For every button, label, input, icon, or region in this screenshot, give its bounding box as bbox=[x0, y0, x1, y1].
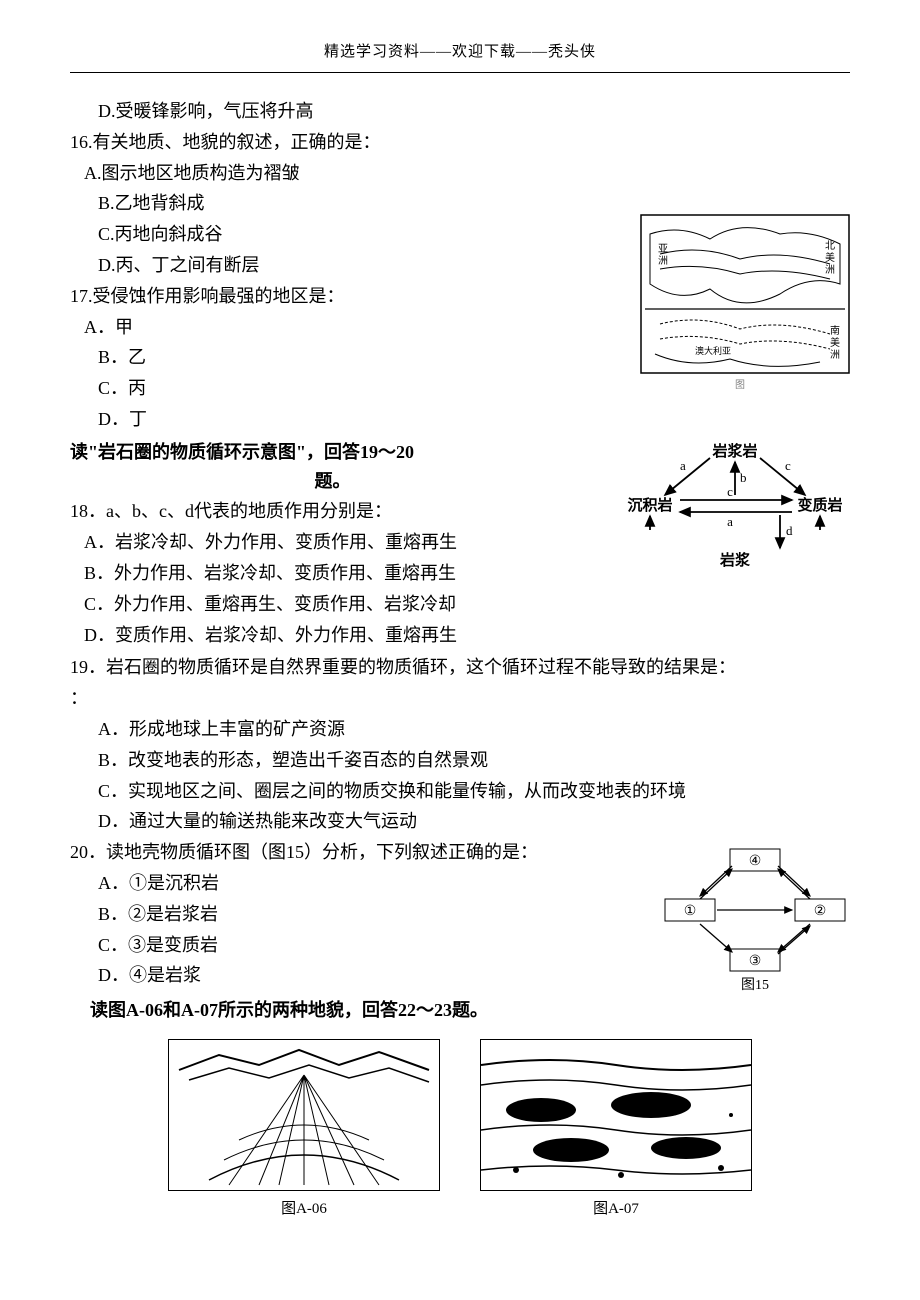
q18-opt-d: D．变质作用、岩浆冷却、外力作用、重熔再生 bbox=[84, 621, 850, 650]
q16-stem: 16.有关地质、地貌的叙述，正确的是： bbox=[70, 128, 850, 157]
q17-opt-d: D．丁 bbox=[98, 405, 850, 434]
fig15-box4: ④ bbox=[749, 854, 762, 869]
q16-opt-a: A.图示地区地质构造为褶皱 bbox=[84, 159, 850, 188]
node-right: 变质岩 bbox=[797, 496, 842, 514]
q19-colon: ： bbox=[70, 684, 850, 713]
svg-text:美: 美 bbox=[825, 251, 835, 264]
svg-text:洲: 洲 bbox=[658, 255, 668, 267]
instr-rock-left: 读"岩石圈的物质循环示意图"，回答19～20 bbox=[70, 442, 414, 462]
instr-landform: 读图A-06和A-07所示的两种地貌，回答22～23题。 bbox=[90, 996, 850, 1025]
q19-opt-d: D．通过大量的输送热能来改变大气运动 bbox=[98, 807, 850, 836]
q19-opt-c: C．实现地区之间、圈层之间的物质交换和能量传输，从而改变地表的环境 bbox=[98, 777, 850, 806]
svg-text:图: 图 bbox=[735, 379, 745, 391]
q19-opt-a: A．形成地球上丰富的矿产资源 bbox=[98, 715, 850, 744]
q15-opt-d: D.受暖锋影响，气压将升高 bbox=[98, 97, 850, 126]
svg-text:美: 美 bbox=[830, 336, 840, 349]
page-header: 精选学习资料——欢迎下载——秃头侠 bbox=[70, 40, 850, 64]
q18-opt-c: C．外力作用、重熔再生、变质作用、岩浆冷却 bbox=[84, 590, 850, 619]
svg-text:澳大利亚: 澳大利亚 bbox=[695, 345, 731, 356]
node-left: 沉积岩 bbox=[627, 496, 672, 514]
instr-rock-right: 题。 bbox=[315, 471, 351, 491]
svg-text:亚: 亚 bbox=[658, 244, 668, 255]
landform-a07-image bbox=[480, 1039, 752, 1191]
node-bottom: 岩浆 bbox=[719, 551, 751, 569]
ocean-map-image: 亚 洲 北 美 洲 南 美 洲 澳大利亚 图 bbox=[640, 214, 850, 403]
lbl-c2: c bbox=[727, 484, 733, 499]
landform-figures: 图A-06 图A-07 bbox=[70, 1039, 850, 1221]
fig15-box2: ② bbox=[814, 904, 827, 919]
svg-text:南: 南 bbox=[830, 324, 840, 337]
rock-cycle-diagram: 岩浆岩 沉积岩 变质岩 岩浆 a c b c a d bbox=[620, 440, 850, 579]
fig15-diagram: ④ ① ② ③ 图15 bbox=[650, 844, 850, 974]
lbl-b: b bbox=[740, 470, 747, 485]
svg-text:洲: 洲 bbox=[830, 349, 840, 361]
svg-text:洲: 洲 bbox=[825, 264, 835, 276]
landform-a06-image bbox=[168, 1039, 440, 1191]
landform-a06-caption: 图A-06 bbox=[168, 1197, 440, 1221]
q19-stem: 19．岩石圈的物质循环是自然界重要的物质循环，这个循环过程不能导致的结果是： bbox=[70, 653, 850, 682]
svg-text:北: 北 bbox=[825, 240, 835, 252]
fig15-box3: ③ bbox=[749, 954, 762, 969]
lbl-a: a bbox=[680, 458, 686, 473]
lbl-c: c bbox=[785, 458, 791, 473]
landform-a07-caption: 图A-07 bbox=[480, 1197, 752, 1221]
fig15-caption: 图15 bbox=[741, 978, 769, 993]
node-top: 岩浆岩 bbox=[711, 442, 757, 460]
q19-opt-b: B．改变地表的形态，塑造出千姿百态的自然景观 bbox=[98, 746, 850, 775]
lbl-d: d bbox=[786, 523, 793, 538]
header-rule bbox=[70, 72, 850, 73]
lbl-a2: a bbox=[727, 514, 733, 529]
fig15-box1: ① bbox=[684, 904, 697, 919]
